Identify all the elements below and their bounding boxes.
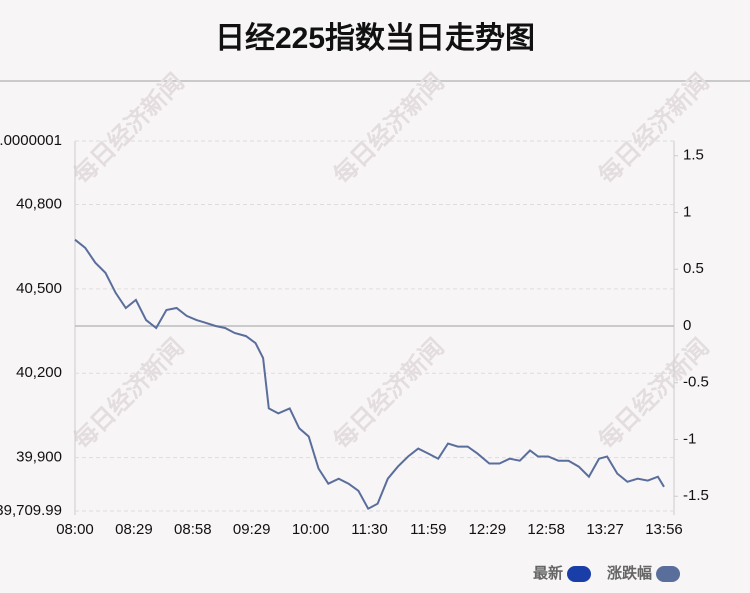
x-tick-label: 08:58 [174, 521, 212, 538]
x-tick-label: 13:27 [586, 521, 624, 538]
x-tick-label: 08:29 [115, 521, 153, 538]
x-tick-label: 08:00 [56, 521, 94, 538]
y2-tick-label: 1.5 [683, 147, 704, 164]
x-tick-label: 11:30 [351, 521, 387, 538]
y2-tick-label: 1 [683, 203, 691, 220]
x-tick-label: 11:59 [410, 521, 446, 538]
y2-tick-label: 0.5 [683, 260, 704, 277]
legend-swatch [656, 566, 681, 582]
x-tick-label: 12:58 [527, 521, 565, 538]
x-tick-label: 12:29 [469, 521, 507, 538]
y-tick-label: 39,709.99 [0, 502, 62, 519]
y2-tick-label: -1.5 [683, 487, 709, 504]
legend-swatch [567, 566, 592, 582]
y-tick-label: 41,026.0000001 [0, 132, 62, 149]
y-tick-label: 39,900 [16, 449, 62, 466]
x-tick-label: 13:56 [645, 521, 683, 538]
y2-tick-label: 0 [683, 317, 691, 334]
price-line [74, 238, 665, 511]
legend-label: 涨跌幅 [607, 564, 652, 582]
x-tick-label: 10:00 [292, 521, 330, 538]
legend-label: 最新 [533, 564, 563, 582]
x-tick-label: 09:29 [233, 521, 271, 538]
y-tick-label: 40,800 [16, 196, 62, 213]
y-tick-label: 40,500 [16, 280, 62, 297]
y2-tick-label: -1 [683, 430, 696, 447]
y2-tick-label: -0.5 [683, 374, 709, 391]
y-tick-label: 40,200 [16, 364, 62, 381]
chart-title: 日经225指数当日走势图 [215, 21, 535, 55]
